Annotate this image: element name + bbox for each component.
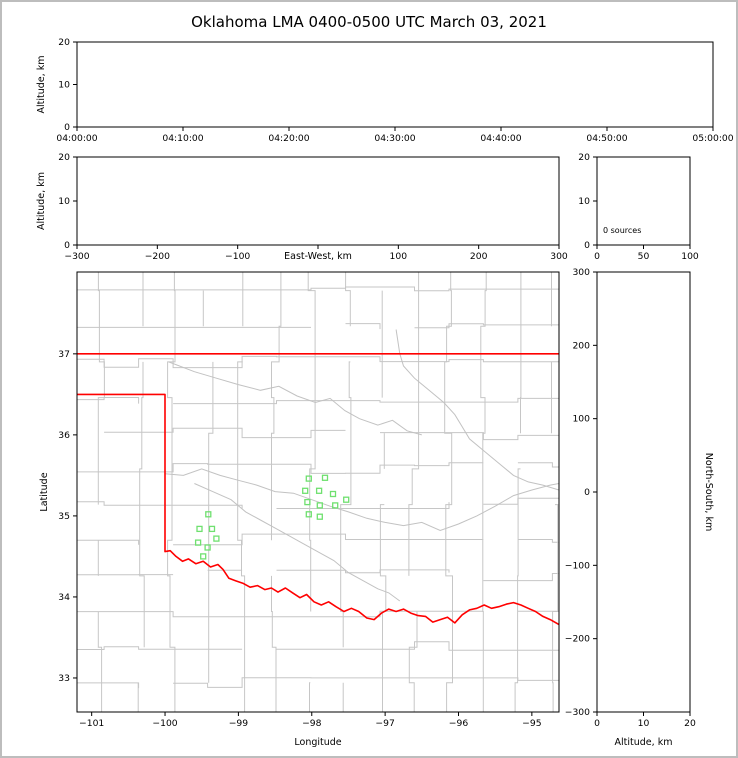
river-line	[395, 329, 559, 491]
lma-station-marker	[305, 475, 312, 482]
lma-station-marker	[208, 525, 216, 533]
lma-station-marker	[302, 487, 309, 494]
time-height-ylabel: Altitude, km	[36, 56, 47, 114]
x-tick-label: 0	[594, 718, 600, 729]
map-xlabel: Longitude	[294, 737, 341, 748]
lma-station-marker	[196, 525, 203, 533]
river-line	[194, 483, 401, 602]
x-tick-label: 0	[594, 251, 600, 262]
y-tick-label: 20	[58, 37, 70, 48]
oklahoma-state-border	[77, 353, 559, 626]
y-tick-label: 33	[58, 673, 70, 684]
x-tick-label: 05:00:00	[692, 133, 733, 144]
lma-station-marker	[305, 511, 312, 518]
x-tick-label: 200	[470, 251, 488, 262]
lma-station-marker	[332, 502, 339, 509]
x-tick-label: 20	[684, 718, 696, 729]
time-height-frame	[76, 41, 714, 128]
y-tick-label: 20	[578, 152, 590, 163]
county-boundaries	[77, 272, 559, 712]
ew-height-xlabel: East-West, km	[284, 251, 352, 262]
x-tick-label: 04:00:00	[56, 133, 97, 144]
lma-station-marker	[315, 487, 323, 494]
lma-station-marker	[343, 496, 350, 503]
x-tick-label: 04:20:00	[268, 133, 309, 144]
map-frame	[76, 271, 560, 713]
chart-title: Oklahoma LMA 0400-0500 UTC March 03, 202…	[191, 13, 547, 31]
x-tick-label: −100	[152, 718, 177, 729]
y-tick-label: 200	[572, 340, 590, 351]
x-tick-label: 04:10:00	[162, 133, 203, 144]
y-tick-label: −100	[565, 560, 590, 571]
x-tick-label: −300	[64, 251, 89, 262]
x-tick-label: 04:50:00	[586, 133, 627, 144]
y-tick-label: 37	[58, 349, 70, 360]
y-tick-label: 0	[584, 487, 590, 498]
y-tick-label: 300	[572, 267, 590, 278]
y-tick-label: 10	[58, 80, 70, 91]
lma-station-marker	[321, 474, 329, 481]
lma-station-marker	[194, 539, 202, 546]
x-tick-label: 50	[638, 251, 650, 262]
map-ylabel: Latitude	[39, 472, 50, 511]
x-tick-label: 10	[638, 718, 650, 729]
y-tick-label: 0	[64, 240, 70, 251]
ns-height-xlabel: Altitude, km	[615, 737, 673, 748]
lma-station-marker	[316, 513, 323, 520]
lma-station-marker	[205, 511, 212, 518]
x-tick-label: −99	[229, 718, 249, 729]
x-tick-label: 100	[681, 251, 699, 262]
x-tick-label: −95	[522, 718, 542, 729]
y-tick-label: 36	[58, 430, 70, 441]
ns-height-ylabel: North-South, km	[703, 453, 714, 531]
y-tick-label: −200	[565, 634, 590, 645]
x-tick-label: −101	[79, 718, 104, 729]
y-tick-label: 10	[58, 196, 70, 207]
lma-station-marker	[204, 544, 211, 551]
x-tick-label: −96	[449, 718, 469, 729]
y-tick-label: 10	[578, 196, 590, 207]
x-tick-label: 04:30:00	[374, 133, 415, 144]
x-tick-label: −97	[375, 718, 395, 729]
y-tick-label: 100	[572, 414, 590, 425]
lma-station-marker	[213, 535, 220, 542]
y-tick-label: 0	[584, 240, 590, 251]
x-tick-label: −98	[302, 718, 322, 729]
lma-station-marker	[316, 502, 323, 509]
x-tick-label: 300	[550, 251, 568, 262]
river-line	[168, 361, 422, 436]
x-tick-label: 04:40:00	[480, 133, 521, 144]
ew-height-ylabel: Altitude, km	[36, 172, 47, 230]
lma-station-marker	[329, 490, 337, 498]
ew-height-frame	[76, 156, 560, 246]
y-tick-label: 35	[58, 511, 70, 522]
ns-height-frame	[596, 271, 691, 713]
y-tick-label: 34	[58, 592, 70, 603]
x-tick-label: −200	[145, 251, 170, 262]
lma-station-marker	[200, 553, 207, 560]
lma-station-marker	[304, 498, 311, 506]
map-layer	[77, 272, 559, 712]
x-tick-label: 100	[390, 251, 408, 262]
y-tick-label: −300	[565, 707, 590, 718]
y-tick-label: 20	[58, 152, 70, 163]
y-tick-label: 0	[64, 122, 70, 133]
river-line	[164, 468, 559, 532]
x-tick-label: −100	[225, 251, 250, 262]
source-count-label: 0 sources	[603, 226, 641, 235]
